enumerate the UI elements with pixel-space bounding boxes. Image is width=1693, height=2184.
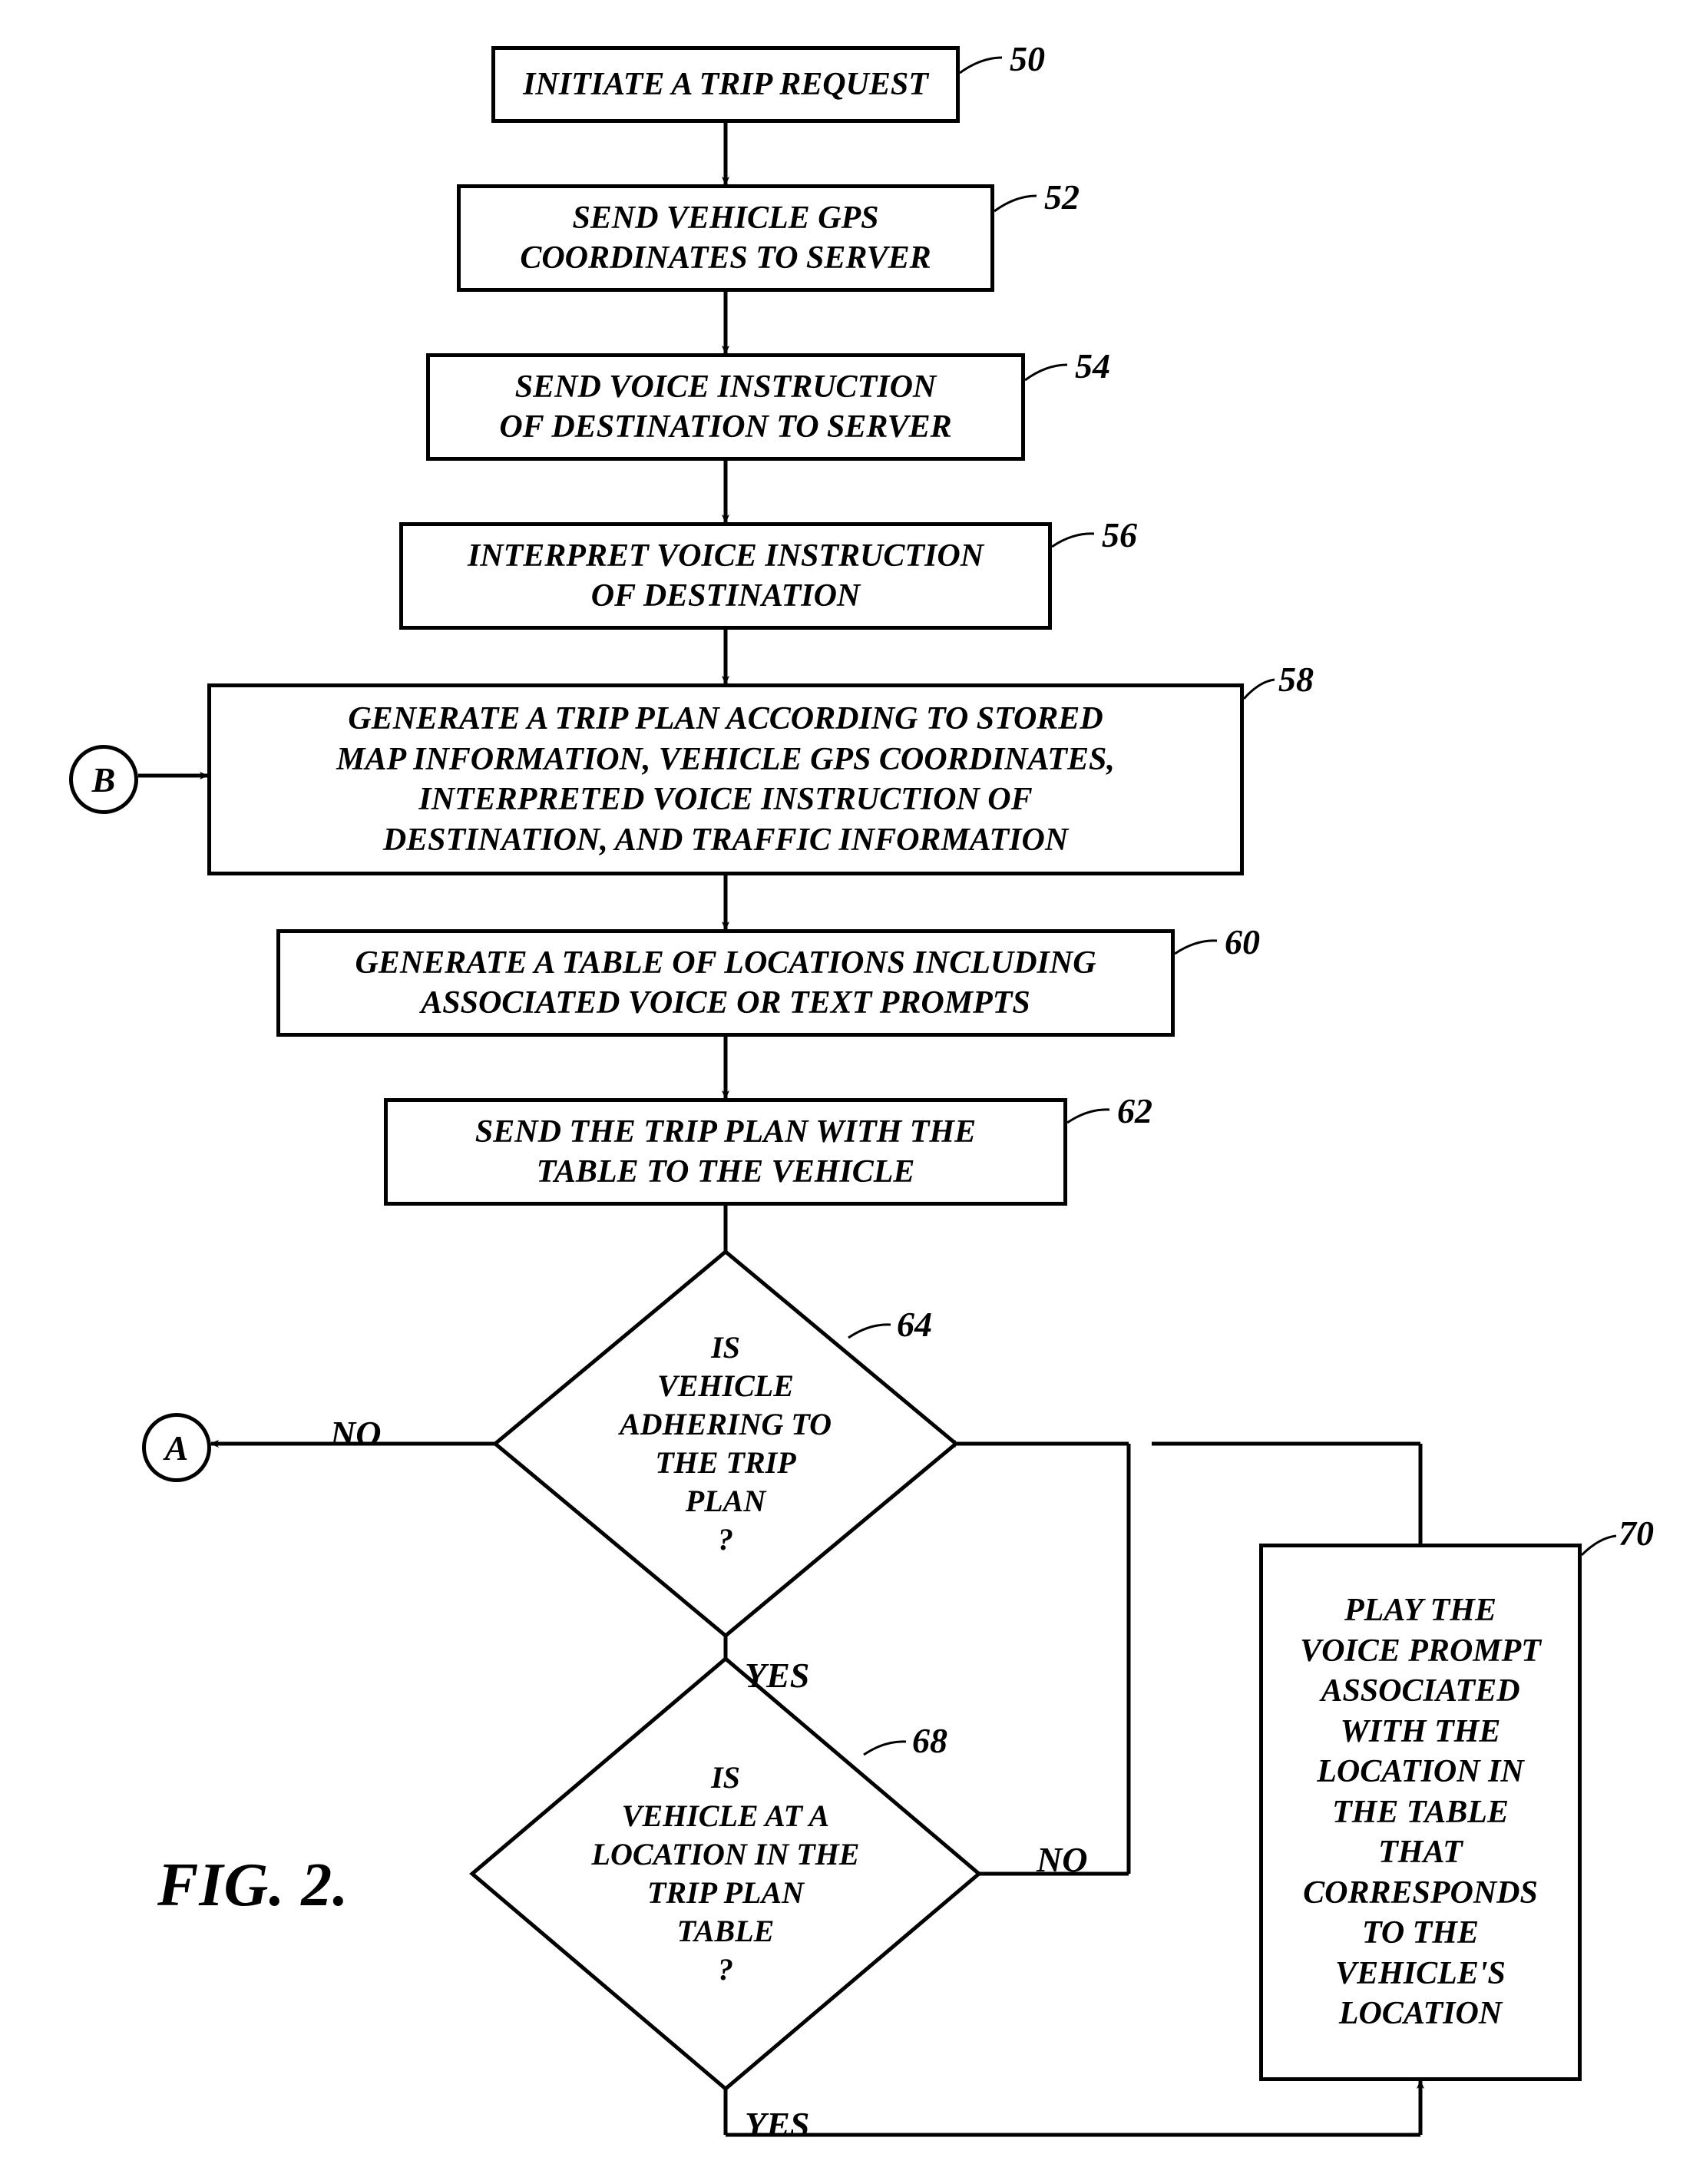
ref-62: 62 (1117, 1090, 1152, 1131)
node-56: INTERPRET VOICE INSTRUCTIONOF DESTINATIO… (399, 522, 1052, 630)
node-52: SEND VEHICLE GPSCOORDINATES TO SERVER (457, 184, 994, 292)
ref-60: 60 (1225, 922, 1260, 962)
node-50-text: INITIATE A TRIP REQUEST (523, 65, 928, 105)
node-54-text: SEND VOICE INSTRUCTIONOF DESTINATION TO … (499, 367, 951, 448)
node-70: PLAY THEVOICE PROMPTASSOCIATEDWITH THELO… (1259, 1544, 1582, 2081)
ref-70: 70 (1619, 1513, 1654, 1554)
label-no-64: NO (330, 1413, 381, 1454)
label-yes-68: YES (745, 2104, 809, 2145)
ref-52: 52 (1044, 177, 1080, 217)
ref-64: 64 (897, 1304, 932, 1345)
label-no-68: NO (1037, 1839, 1087, 1880)
node-52-text: SEND VEHICLE GPSCOORDINATES TO SERVER (520, 198, 931, 279)
node-62: SEND THE TRIP PLAN WITH THETABLE TO THE … (384, 1098, 1067, 1206)
diamond-68-text: ISVEHICLE AT ALOCATION IN THETRIP PLANTA… (564, 1720, 887, 2027)
node-70-text: PLAY THEVOICE PROMPTASSOCIATEDWITH THELO… (1300, 1590, 1541, 2034)
connector-B: B (69, 745, 138, 814)
node-62-text: SEND THE TRIP PLAN WITH THETABLE TO THE … (475, 1112, 976, 1193)
flowchart-canvas: INITIATE A TRIP REQUEST 50 SEND VEHICLE … (31, 31, 1662, 2153)
node-58-text: GENERATE A TRIP PLAN ACCORDING TO STORED… (336, 699, 1115, 860)
ref-58: 58 (1278, 659, 1314, 700)
node-60: GENERATE A TABLE OF LOCATIONS INCLUDINGA… (276, 929, 1175, 1037)
label-yes-64: YES (745, 1655, 809, 1696)
connector-A: A (142, 1413, 211, 1482)
node-60-text: GENERATE A TABLE OF LOCATIONS INCLUDINGA… (355, 943, 1096, 1024)
diamond-64-text: ISVEHICLEADHERING TOTHE TRIPPLAN? (587, 1305, 864, 1582)
diamond-68-text-span: ISVEHICLE AT ALOCATION IN THETRIP PLANTA… (592, 1759, 860, 1989)
node-56-text: INTERPRET VOICE INSTRUCTIONOF DESTINATIO… (468, 536, 984, 617)
node-58: GENERATE A TRIP PLAN ACCORDING TO STORED… (207, 683, 1244, 875)
node-50: INITIATE A TRIP REQUEST (491, 46, 960, 123)
figure-label: FIG. 2. (157, 1851, 349, 1921)
diamond-64-text-span: ISVEHICLEADHERING TOTHE TRIPPLAN? (620, 1329, 832, 1559)
ref-54: 54 (1075, 346, 1110, 386)
ref-68: 68 (912, 1720, 947, 1761)
ref-56: 56 (1102, 515, 1137, 555)
node-54: SEND VOICE INSTRUCTIONOF DESTINATION TO … (426, 353, 1025, 461)
ref-50: 50 (1010, 38, 1045, 79)
